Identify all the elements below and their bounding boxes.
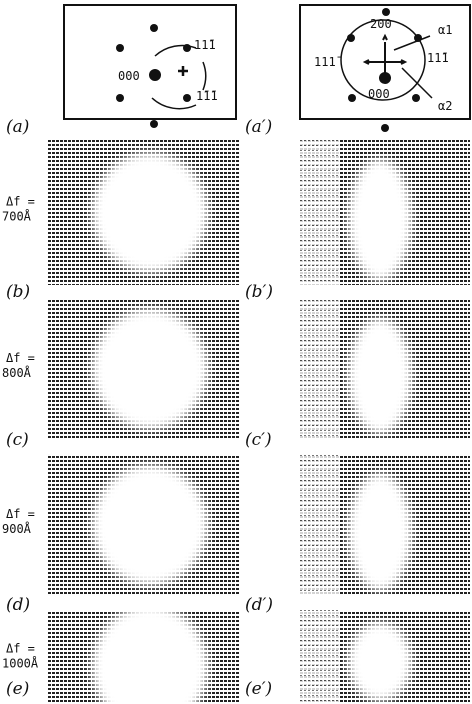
panel-label: (e′) <box>245 679 272 699</box>
panel-label: (c′) <box>245 430 272 450</box>
spot-label: 11̄1 <box>427 51 449 65</box>
panel-label: (d′) <box>245 595 273 615</box>
image-left <box>48 605 240 704</box>
image-hole <box>348 159 412 281</box>
panel-label: (b′) <box>245 282 273 302</box>
defocus-label: Δf = <box>6 351 35 365</box>
spot-label: 1̄1̄1 <box>196 89 218 103</box>
defocus-label: Δf = <box>6 194 35 208</box>
spot-label: 000 <box>118 69 140 83</box>
image-left <box>48 455 240 595</box>
image-right <box>300 455 470 595</box>
panel-label: (a′) <box>245 117 272 137</box>
image-hole <box>92 465 208 585</box>
diagram-a: 000 11̄1 1̄1̄1 <box>64 5 236 128</box>
image-right <box>300 610 470 704</box>
image-right <box>300 300 470 438</box>
image-light <box>300 610 340 704</box>
defocus-value: 700Å <box>2 208 32 223</box>
image-hole <box>348 473 412 591</box>
arrow-label: α2 <box>438 99 452 113</box>
image-hole <box>348 318 412 434</box>
image-right <box>300 140 470 285</box>
defocus-label: Δf = <box>6 641 35 655</box>
image-light <box>300 455 340 595</box>
image-left <box>48 140 240 285</box>
defocus-label: Δf = <box>6 507 35 521</box>
image-light <box>300 140 340 285</box>
defocus-value: 900Å <box>2 521 32 536</box>
figure: 000 11̄1 1̄1̄1 (a) 200 111̄ 11̄1 000 α1 … <box>0 0 472 704</box>
arrow-label: α1 <box>438 23 452 37</box>
panel-label: (c) <box>6 430 29 450</box>
diagram-a-prime: 200 111̄ 11̄1 000 α1 α2 <box>300 5 470 132</box>
spot-label: 200 <box>370 17 392 31</box>
defocus-value: 1000Å <box>2 655 39 670</box>
spot-label: 11̄1 <box>194 38 216 52</box>
panel-label: (e) <box>6 679 29 699</box>
panel-label: (b) <box>6 282 30 302</box>
defocus-value: 800Å <box>2 365 32 380</box>
image-left <box>48 300 240 438</box>
spot-label: 000 <box>368 87 390 101</box>
image-light <box>300 300 340 438</box>
panel-label: (a) <box>6 117 29 137</box>
image-hole <box>92 153 208 273</box>
image-hole <box>348 622 412 701</box>
panel-label: (d) <box>6 595 30 615</box>
image-hole <box>92 309 208 429</box>
